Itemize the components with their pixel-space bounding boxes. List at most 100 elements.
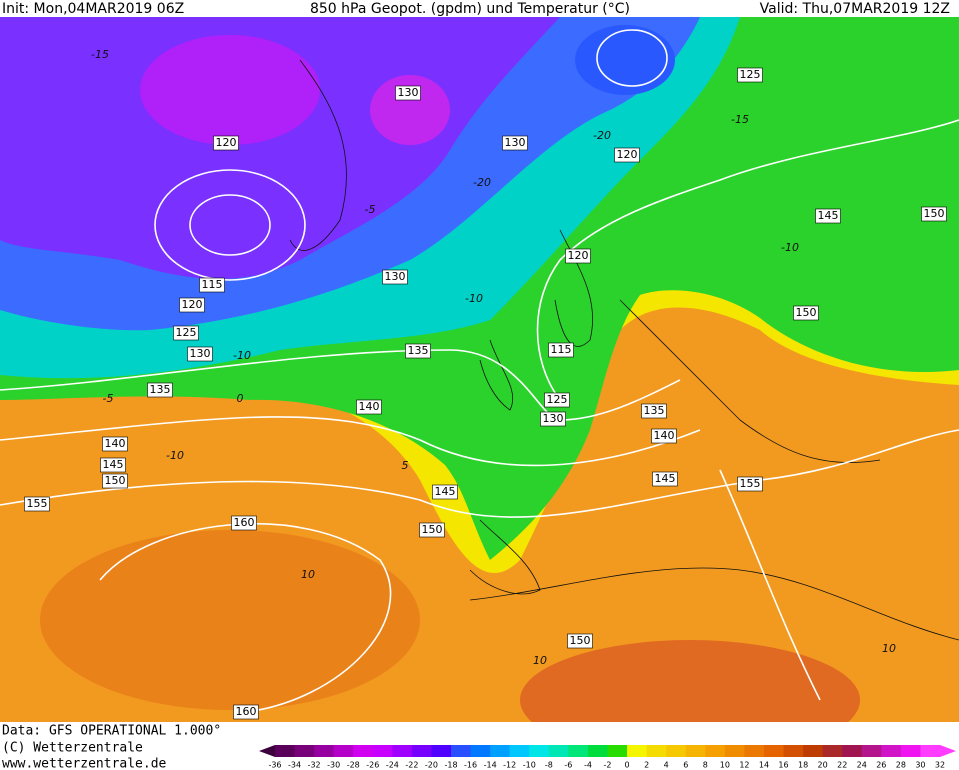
scale-segment <box>314 745 335 757</box>
contour-label-box <box>793 305 819 321</box>
contour-label: 135 <box>150 383 171 396</box>
contour-label: 150 <box>924 207 945 220</box>
scale-label: 10 <box>720 761 730 770</box>
temperature-label: -20 <box>593 129 611 142</box>
scale-label: -4 <box>584 761 592 770</box>
contour-label: 150 <box>570 634 591 647</box>
scale-label: 20 <box>818 761 828 770</box>
contour-label: 150 <box>105 474 126 487</box>
temperature-label: 10 <box>301 568 315 581</box>
coast-britain <box>479 339 514 411</box>
contour-label-box <box>395 85 421 101</box>
contour-label-box <box>419 522 445 538</box>
scale-label: -28 <box>347 761 360 770</box>
scale-segment <box>392 745 413 757</box>
isohypse <box>719 469 821 701</box>
contour-label: 155 <box>740 477 761 490</box>
contour-label: 130 <box>190 347 211 360</box>
scale-label: -22 <box>405 761 418 770</box>
scale-segment <box>372 745 393 757</box>
scale-segment <box>783 745 804 757</box>
contour-label-box <box>652 471 678 487</box>
field-magenta <box>140 35 320 145</box>
temperature-label: 10 <box>882 642 896 655</box>
scale-segment <box>724 745 745 757</box>
contour-label: 155 <box>27 497 48 510</box>
contour-label: 150 <box>796 306 817 319</box>
init-time: Init: Mon,04MAR2019 06Z <box>2 1 184 17</box>
contour-label-box <box>641 403 667 419</box>
scale-label: 0 <box>625 761 630 770</box>
scale-label: -32 <box>308 761 321 770</box>
contour-label-box <box>199 277 225 293</box>
contour-label-box <box>102 436 128 452</box>
scale-segment <box>705 745 726 757</box>
scale-segment <box>333 745 354 757</box>
temperature-label: -5 <box>103 392 114 405</box>
copyright: (C) Wetterzentrale <box>2 741 143 756</box>
scale-segment <box>900 745 921 757</box>
temperature-label: -15 <box>91 48 109 61</box>
scale-label: -16 <box>464 761 477 770</box>
temperature-label: 5 <box>402 459 409 472</box>
field-warmer <box>40 530 420 710</box>
contour-label: 120 <box>182 298 203 311</box>
scale-segment <box>490 745 511 757</box>
scale-label: 32 <box>935 761 945 770</box>
isohypse <box>0 429 959 518</box>
isohypse <box>0 349 681 421</box>
coast-europe <box>619 299 881 463</box>
scale-label: -30 <box>327 761 340 770</box>
scale-label: 2 <box>644 761 649 770</box>
coast-iberia <box>469 519 541 595</box>
scale-label: -12 <box>503 761 516 770</box>
contour-label: 160 <box>234 516 255 529</box>
contour-label: 130 <box>543 412 564 425</box>
temperature-label: -10 <box>781 241 799 254</box>
contour-label-box <box>432 484 458 500</box>
contour-label: 145 <box>435 485 456 498</box>
scale-label: -26 <box>366 761 379 770</box>
scale-segment <box>627 745 648 757</box>
temperature-label: -10 <box>465 292 483 305</box>
contour-label: 120 <box>216 136 237 149</box>
scale-segment <box>881 745 902 757</box>
scale-segment <box>920 745 941 757</box>
isohypse <box>154 169 306 281</box>
scale-label: 26 <box>876 761 886 770</box>
data-source: Data: GFS OPERATIONAL 1.000° <box>2 724 221 739</box>
scale-segment <box>842 745 863 757</box>
contour-label-box <box>815 208 841 224</box>
isohypse <box>536 119 959 401</box>
scale-segment <box>685 745 706 757</box>
contour-label: 125 <box>740 68 761 81</box>
scale-segment <box>763 745 785 757</box>
contour-label-box <box>502 135 528 151</box>
temperature-label: -20 <box>473 176 491 189</box>
contour-label-box <box>187 346 213 362</box>
color-scale: -36 -34 -32 -30 -28 -26 -24 -22 -20 -18 -16 -14 -12-… <box>259 745 956 770</box>
scale-segment <box>451 745 472 757</box>
contour-label-box <box>921 206 947 222</box>
contour-label-box <box>102 473 128 489</box>
scale-segment <box>353 745 374 757</box>
contour-label: 120 <box>617 148 638 161</box>
contour-label-box <box>147 382 173 398</box>
contour-label-box <box>179 297 205 313</box>
scale-label: -6 <box>564 761 572 770</box>
temperature-label: 10 <box>533 654 547 667</box>
scale-segment <box>666 745 687 757</box>
scale-segment <box>568 745 589 757</box>
scale-segment <box>431 745 452 757</box>
contour-label: 115 <box>202 278 223 291</box>
scale-segment <box>411 745 432 757</box>
contour-label: 135 <box>644 404 665 417</box>
isohypses <box>0 29 959 713</box>
website: www.wetterzentrale.de <box>2 757 167 770</box>
header-bar <box>0 0 959 17</box>
contour-label: 125 <box>547 393 568 406</box>
scale-arrow-right <box>940 745 956 757</box>
scale-segment <box>646 745 667 757</box>
